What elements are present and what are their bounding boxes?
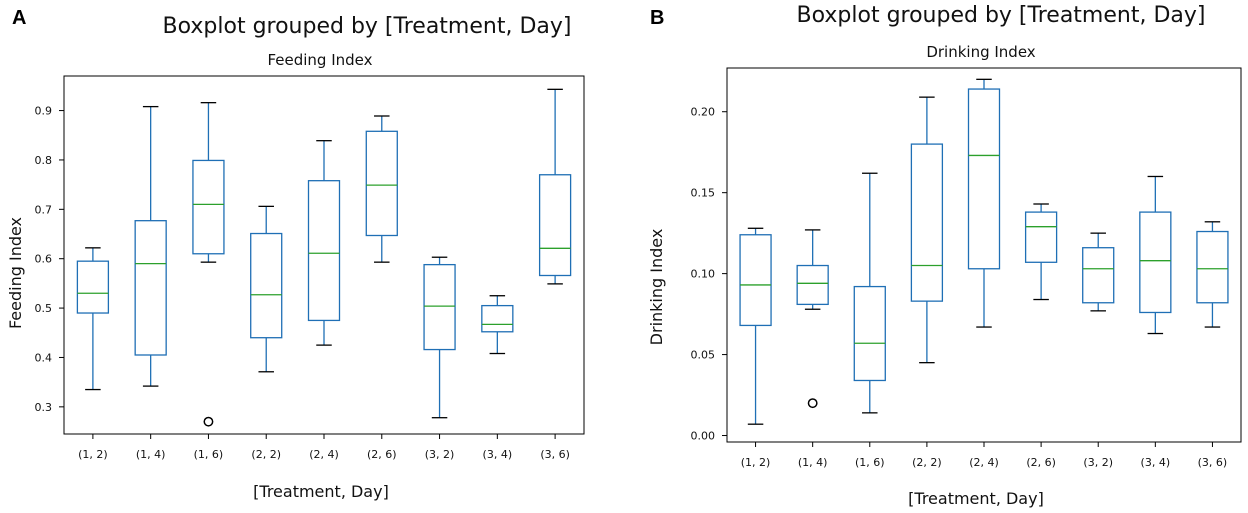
box-2-4 bbox=[967, 78, 1001, 328]
y-tick-label: 0.20 bbox=[691, 106, 716, 119]
box-2-6 bbox=[1024, 203, 1058, 301]
box-1-4 bbox=[134, 105, 167, 387]
chart-title: Feeding Index bbox=[267, 51, 372, 69]
box-2-4 bbox=[307, 140, 341, 346]
iqr-box bbox=[307, 180, 341, 322]
drinking-index-panel: B Boxplot grouped by [Treatment, Day] Dr… bbox=[624, 0, 1248, 513]
x-tick-label: (2, 2) bbox=[912, 456, 942, 469]
x-tick-label: (1, 2) bbox=[741, 456, 771, 469]
y-tick-label: 0.7 bbox=[35, 203, 53, 216]
box-1-4 bbox=[796, 229, 829, 409]
panel-label: A bbox=[12, 7, 26, 29]
x-axis-label: [Treatment, Day] bbox=[908, 489, 1044, 508]
iqr-box bbox=[134, 220, 167, 356]
box-3-6 bbox=[538, 88, 572, 285]
x-tick-label: (1, 6) bbox=[855, 456, 885, 469]
plot-area: 0.3 0.4 0.5 0.6 0.7 0.8 0.9 (1, 2) (1, 4) (1, 6) (… bbox=[35, 88, 572, 461]
iqr-box bbox=[76, 260, 110, 314]
x-tick-label: (2, 4) bbox=[969, 456, 999, 469]
y-tick-label: 0.8 bbox=[35, 154, 53, 167]
x-tick-label: (3, 6) bbox=[1198, 456, 1228, 469]
x-axis-label: [Treatment, Day] bbox=[253, 482, 389, 501]
x-tick-label: (1, 2) bbox=[78, 448, 108, 461]
x-tick-label: (3, 2) bbox=[425, 448, 455, 461]
box-2-2 bbox=[250, 205, 283, 373]
chart-title: Drinking Index bbox=[926, 43, 1035, 61]
iqr-box bbox=[1082, 247, 1115, 304]
iqr-box bbox=[1196, 230, 1229, 304]
iqr-box bbox=[192, 159, 225, 255]
x-tick-label: (1, 4) bbox=[136, 448, 166, 461]
x-tick-label: (3, 6) bbox=[540, 448, 570, 461]
y-tick-label: 0.05 bbox=[691, 349, 716, 362]
y-tick-label: 0.3 bbox=[35, 401, 53, 414]
box-2-6 bbox=[365, 115, 398, 263]
iqr-box bbox=[1024, 211, 1058, 263]
box-3-6 bbox=[1196, 221, 1229, 328]
panel-label: B bbox=[650, 7, 664, 29]
y-tick-label: 0.15 bbox=[691, 187, 716, 200]
box-3-4 bbox=[1139, 175, 1172, 335]
iqr-box bbox=[739, 234, 772, 327]
iqr-box bbox=[538, 174, 572, 277]
box-3-2 bbox=[1082, 232, 1115, 312]
y-tick-label: 0.10 bbox=[691, 268, 716, 281]
chart-suptitle: Boxplot grouped by [Treatment, Day] bbox=[797, 3, 1206, 28]
drinking-index-chart: B Boxplot grouped by [Treatment, Day] Dr… bbox=[647, 3, 1242, 508]
x-tick-label: (2, 4) bbox=[309, 448, 339, 461]
feeding-index-chart: A Boxplot grouped by [Treatment, Day] Fe… bbox=[6, 7, 585, 501]
iqr-box bbox=[967, 88, 1001, 270]
y-tick-label: 0.4 bbox=[35, 351, 53, 364]
plot-frame bbox=[63, 75, 585, 435]
iqr-box bbox=[910, 143, 944, 302]
iqr-box bbox=[365, 130, 398, 237]
box-3-2 bbox=[423, 256, 456, 419]
y-tick-label: 0.9 bbox=[35, 105, 53, 118]
iqr-box bbox=[481, 304, 514, 333]
iqr-box bbox=[1139, 211, 1172, 314]
y-axis-label: Drinking Index bbox=[647, 229, 666, 346]
y-tick-label: 0.00 bbox=[691, 430, 716, 443]
x-tick-label: (3, 4) bbox=[483, 448, 513, 461]
x-tick-label: (2, 2) bbox=[251, 448, 281, 461]
x-tick-label: (1, 4) bbox=[798, 456, 828, 469]
x-tick-label: (3, 4) bbox=[1141, 456, 1171, 469]
outlier-point bbox=[203, 416, 214, 427]
iqr-box bbox=[423, 263, 456, 351]
outlier-point bbox=[807, 398, 818, 409]
y-tick-label: 0.6 bbox=[35, 253, 53, 266]
chart-suptitle: Boxplot grouped by [Treatment, Day] bbox=[163, 14, 572, 39]
box-1-6 bbox=[192, 102, 225, 427]
box-1-2 bbox=[739, 227, 772, 425]
box-1-2 bbox=[76, 247, 110, 391]
plot-frame bbox=[726, 67, 1242, 443]
feeding-index-panel: A Boxplot grouped by [Treatment, Day] Fe… bbox=[6, 7, 585, 501]
x-tick-label: (2, 6) bbox=[1026, 456, 1056, 469]
iqr-box bbox=[250, 232, 283, 339]
plot-area: 0.00 0.05 0.10 0.15 0.20 (1, 2) (1, 4) (1, 6) (2… bbox=[691, 78, 1229, 469]
x-tick-label: (2, 6) bbox=[367, 448, 397, 461]
y-tick-label: 0.5 bbox=[35, 302, 53, 315]
iqr-box bbox=[796, 264, 829, 306]
y-axis-label: Feeding Index bbox=[6, 217, 25, 329]
box-2-2 bbox=[910, 96, 944, 364]
x-tick-label: (3, 2) bbox=[1083, 456, 1113, 469]
iqr-box bbox=[853, 285, 886, 382]
x-tick-label: (1, 6) bbox=[194, 448, 224, 461]
box-1-6 bbox=[853, 172, 886, 414]
box-3-4 bbox=[481, 295, 514, 355]
